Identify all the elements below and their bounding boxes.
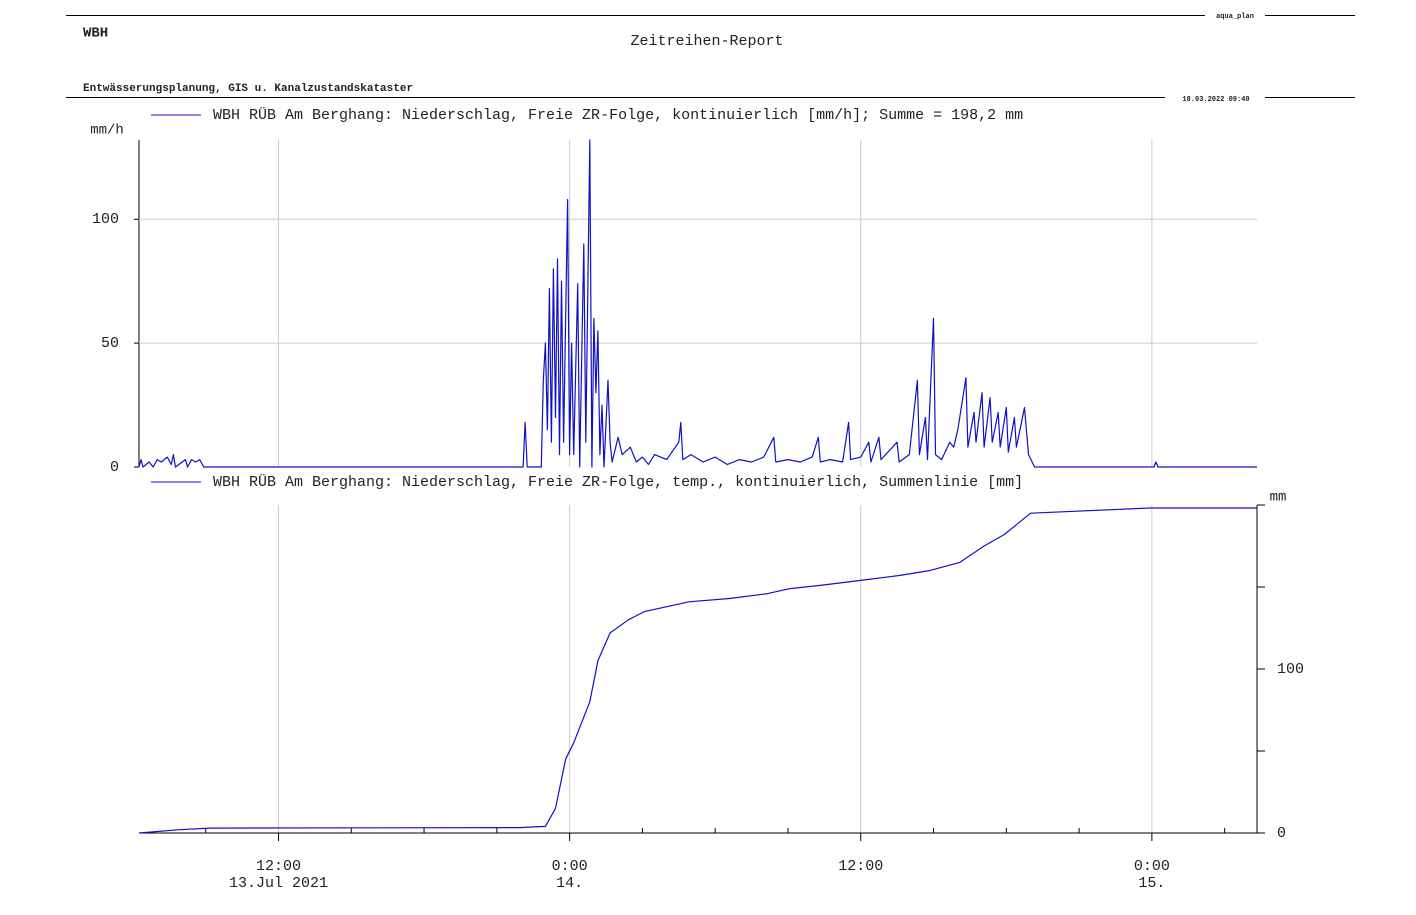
series-line [138, 507, 1257, 834]
software: aqua_plan [1216, 13, 1254, 21]
x-date-label: 13.Jul 2021 [229, 875, 328, 892]
y-tick-label: 100 [92, 211, 119, 228]
x-tick-label: 0:00 [552, 858, 588, 875]
timestamp: 18.03.2022 09:49 [1182, 96, 1249, 104]
x-tick-label: 0:00 [1134, 858, 1170, 875]
y-axis-label: mm/h [90, 123, 124, 139]
y-tick-label: 0 [110, 459, 119, 476]
series-line [138, 139, 1257, 468]
x-tick-label: 12:00 [838, 858, 883, 875]
legend-label: WBH RÜB Am Berghang: Niederschlag, Freie… [213, 106, 1023, 124]
x-date-label: 15. [1138, 875, 1165, 892]
legend-label: WBH RÜB Am Berghang: Niederschlag, Freie… [213, 473, 1023, 491]
y-tick-label: 100 [1277, 661, 1304, 678]
y-tick-label: 0 [1277, 825, 1286, 842]
report-title: Zeitreihen-Report [630, 33, 783, 50]
x-tick-label: 12:00 [256, 858, 301, 875]
y-tick-label: 50 [101, 335, 119, 352]
org: WBH [83, 26, 108, 42]
x-date-label: 14. [556, 875, 583, 892]
subtitle: Entwässerungsplanung, GIS u. Kanalzustan… [83, 83, 413, 95]
y-axis-label: mm [1270, 490, 1287, 506]
